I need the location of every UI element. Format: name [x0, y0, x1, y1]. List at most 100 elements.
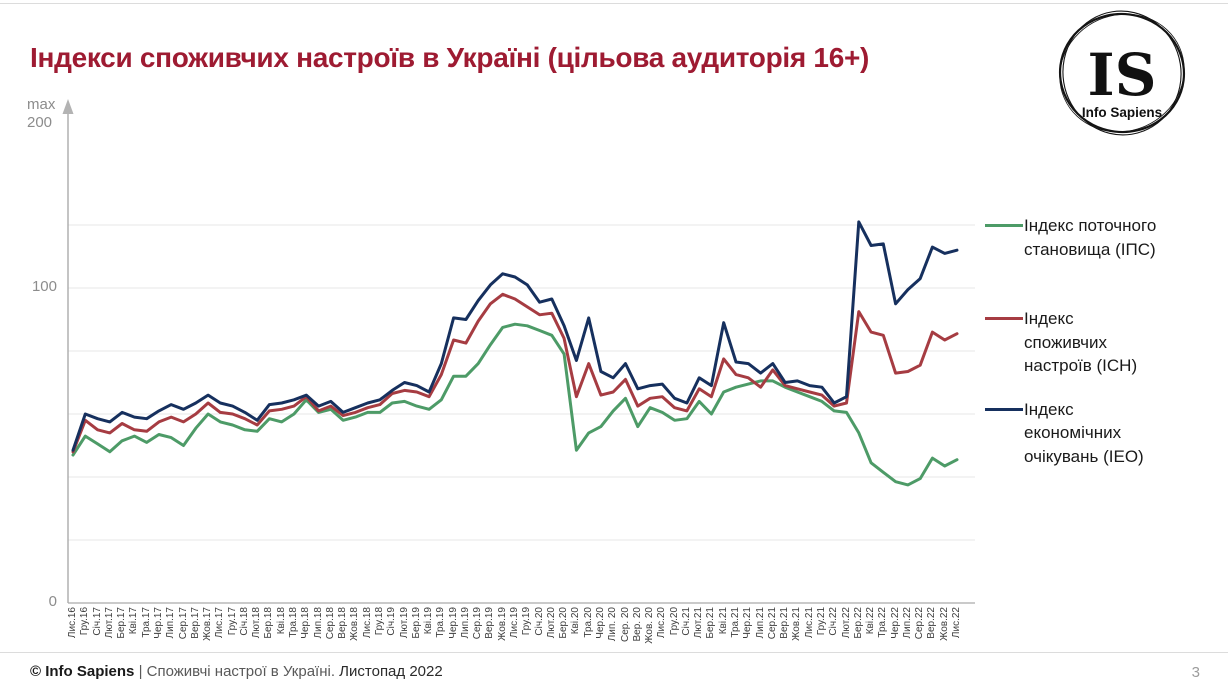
- x-tick-label: Лип.22: [901, 607, 913, 639]
- footer-separator: |: [134, 663, 147, 680]
- x-tick-label: Гру.19: [521, 607, 533, 636]
- page-number: 3: [1191, 664, 1200, 681]
- y-axis-arrow-icon: [62, 99, 74, 114]
- x-tick-label: Сер. 20: [619, 607, 631, 643]
- x-tick-label: Лют.21: [693, 607, 705, 639]
- x-tick-label: Чер.20: [594, 607, 606, 639]
- x-tick-label: Січ.22: [828, 607, 840, 636]
- x-tick-label: Чер.21: [742, 607, 754, 639]
- x-tick-label: Лют.20: [545, 607, 557, 639]
- x-tick-label: Кві.19: [423, 607, 435, 635]
- x-tick-label: Січ.18: [238, 607, 250, 636]
- x-tick-label: Лют.19: [398, 607, 410, 639]
- x-tick-label: Тра.19: [435, 607, 447, 638]
- x-tick-label: Сер.22: [914, 607, 926, 640]
- footer: © Info Sapiens | Споживчі настрої в Укра…: [30, 663, 443, 680]
- x-tick-label: Жов.19: [496, 607, 508, 641]
- x-tick-label: Бер.20: [558, 607, 570, 639]
- y-axis-max-label: max: [27, 96, 56, 113]
- x-tick-label: Тра.21: [730, 607, 741, 638]
- x-tick-label: Кві.20: [570, 607, 582, 635]
- x-tick-label: Жов. 20: [644, 607, 656, 644]
- x-tick-label: Чер.18: [300, 607, 312, 639]
- x-tick-label: Гру.17: [226, 607, 238, 636]
- x-tick-label: Кві.21: [717, 607, 729, 635]
- x-tick-label: Лют.18: [251, 607, 263, 639]
- logo-name: Info Sapiens: [1082, 105, 1162, 120]
- x-tick-label: Лис.19: [509, 607, 520, 639]
- x-tick-label: Вер.22: [926, 607, 938, 639]
- x-tick-label: Лип.18: [312, 607, 324, 639]
- x-tick-label: Тра.18: [288, 607, 299, 638]
- legend-swatch: [985, 224, 1023, 227]
- legend-item: Індекс економічних очікувань (ІЕО): [985, 398, 1217, 469]
- x-tick-label: Лис.16: [67, 607, 78, 639]
- legend-item: Індекс поточного становища (ІПС): [985, 214, 1217, 261]
- x-tick-label: Лют.17: [103, 607, 115, 639]
- x-tick-label: Бер.22: [852, 607, 864, 639]
- footer-brand: © Info Sapiens: [30, 663, 135, 680]
- x-tick-label: Лип.19: [459, 607, 471, 639]
- x-tick-label: Чер.17: [152, 607, 164, 639]
- x-tick-label: Лис.22: [951, 607, 962, 639]
- x-tick-label: Чер.22: [889, 607, 901, 639]
- x-tick-label: Лют.22: [840, 607, 852, 639]
- x-tick-label: Гру.20: [668, 607, 680, 636]
- x-tick-label: Бер.21: [705, 607, 717, 639]
- x-tick-label: Вер.19: [484, 607, 496, 639]
- series-line-ips: [71, 322, 959, 487]
- x-tick-label: Вер.21: [779, 607, 791, 639]
- x-tick-label: Кві.18: [275, 607, 287, 635]
- x-tick-label: Лис.21: [803, 607, 815, 639]
- legend-label: Індекс економічних очікувань (ІЕО): [1024, 399, 1144, 466]
- x-tick-label: Січ.21: [680, 607, 692, 636]
- x-tick-label: Жов.22: [938, 607, 950, 641]
- x-tick-label: Сер.21: [766, 607, 778, 640]
- x-tick-label: Вер. 20: [631, 607, 643, 642]
- x-tick-label: Гру.21: [815, 607, 827, 636]
- x-tick-label: Бер.17: [116, 607, 128, 639]
- x-tick-label: Тра.17: [140, 607, 152, 638]
- footer-divider: [0, 652, 1228, 653]
- x-tick-label: Вер.18: [337, 607, 349, 639]
- x-tick-label: Кві.22: [865, 607, 877, 635]
- x-tick-label: Жов.17: [202, 607, 214, 641]
- legend-item: Індекс споживчих настроїв (ІСН): [985, 307, 1217, 378]
- x-tick-label: Січ.19: [386, 607, 398, 636]
- chart-legend: Індекс поточного становища (ІПС) Індекс с…: [985, 214, 1217, 468]
- x-tick-label: Січ.17: [91, 607, 103, 636]
- x-tick-label: Сер.18: [324, 607, 336, 640]
- x-tick-label: Вер.17: [189, 607, 201, 639]
- logo-circle-icon: [1062, 10, 1182, 136]
- x-tick-label: Лип.21: [754, 607, 766, 639]
- x-tick-label: Сер.19: [472, 607, 484, 640]
- x-tick-label: Тра.20: [582, 607, 594, 638]
- y-axis-200-label: 200: [27, 114, 53, 131]
- x-tick-label: Жов.18: [349, 607, 361, 641]
- info-sapiens-logo: IS Info Sapiens: [1058, 10, 1186, 136]
- x-tick-label: Лип.17: [165, 607, 177, 639]
- x-tick-label: Кві.17: [128, 607, 140, 635]
- y-axis-0-label: 0: [48, 593, 57, 610]
- legend-swatch: [985, 407, 1023, 411]
- x-tick-label: Лис.20: [656, 607, 668, 639]
- x-tick-label: Жов.21: [791, 607, 803, 641]
- x-tick-label: Гру.16: [79, 607, 91, 636]
- x-tick-label: Тра.22: [877, 607, 889, 638]
- legend-swatch: [985, 317, 1023, 320]
- legend-label: Індекс поточного становища (ІПС): [1024, 216, 1157, 259]
- x-tick-label: Лис.18: [361, 607, 373, 639]
- x-tick-label: Бер.19: [410, 607, 422, 639]
- page-title: Індекси споживчих настроїв в Україні (ці…: [30, 42, 870, 73]
- x-tick-label: Бер.18: [263, 607, 275, 639]
- legend-label: Індекс споживчих настроїв (ІСН): [1024, 309, 1138, 375]
- x-tick-label: Чер.19: [447, 607, 459, 639]
- footer-period: Листопад 2022: [339, 663, 443, 680]
- logo-monogram: IS: [1087, 41, 1156, 109]
- series-line-ieo: [71, 220, 959, 452]
- x-tick-label: Лип. 20: [607, 607, 619, 642]
- logo-circle-icon: [1059, 13, 1185, 133]
- x-tick-label: Гру.18: [373, 607, 385, 636]
- series-line-isn: [71, 292, 959, 454]
